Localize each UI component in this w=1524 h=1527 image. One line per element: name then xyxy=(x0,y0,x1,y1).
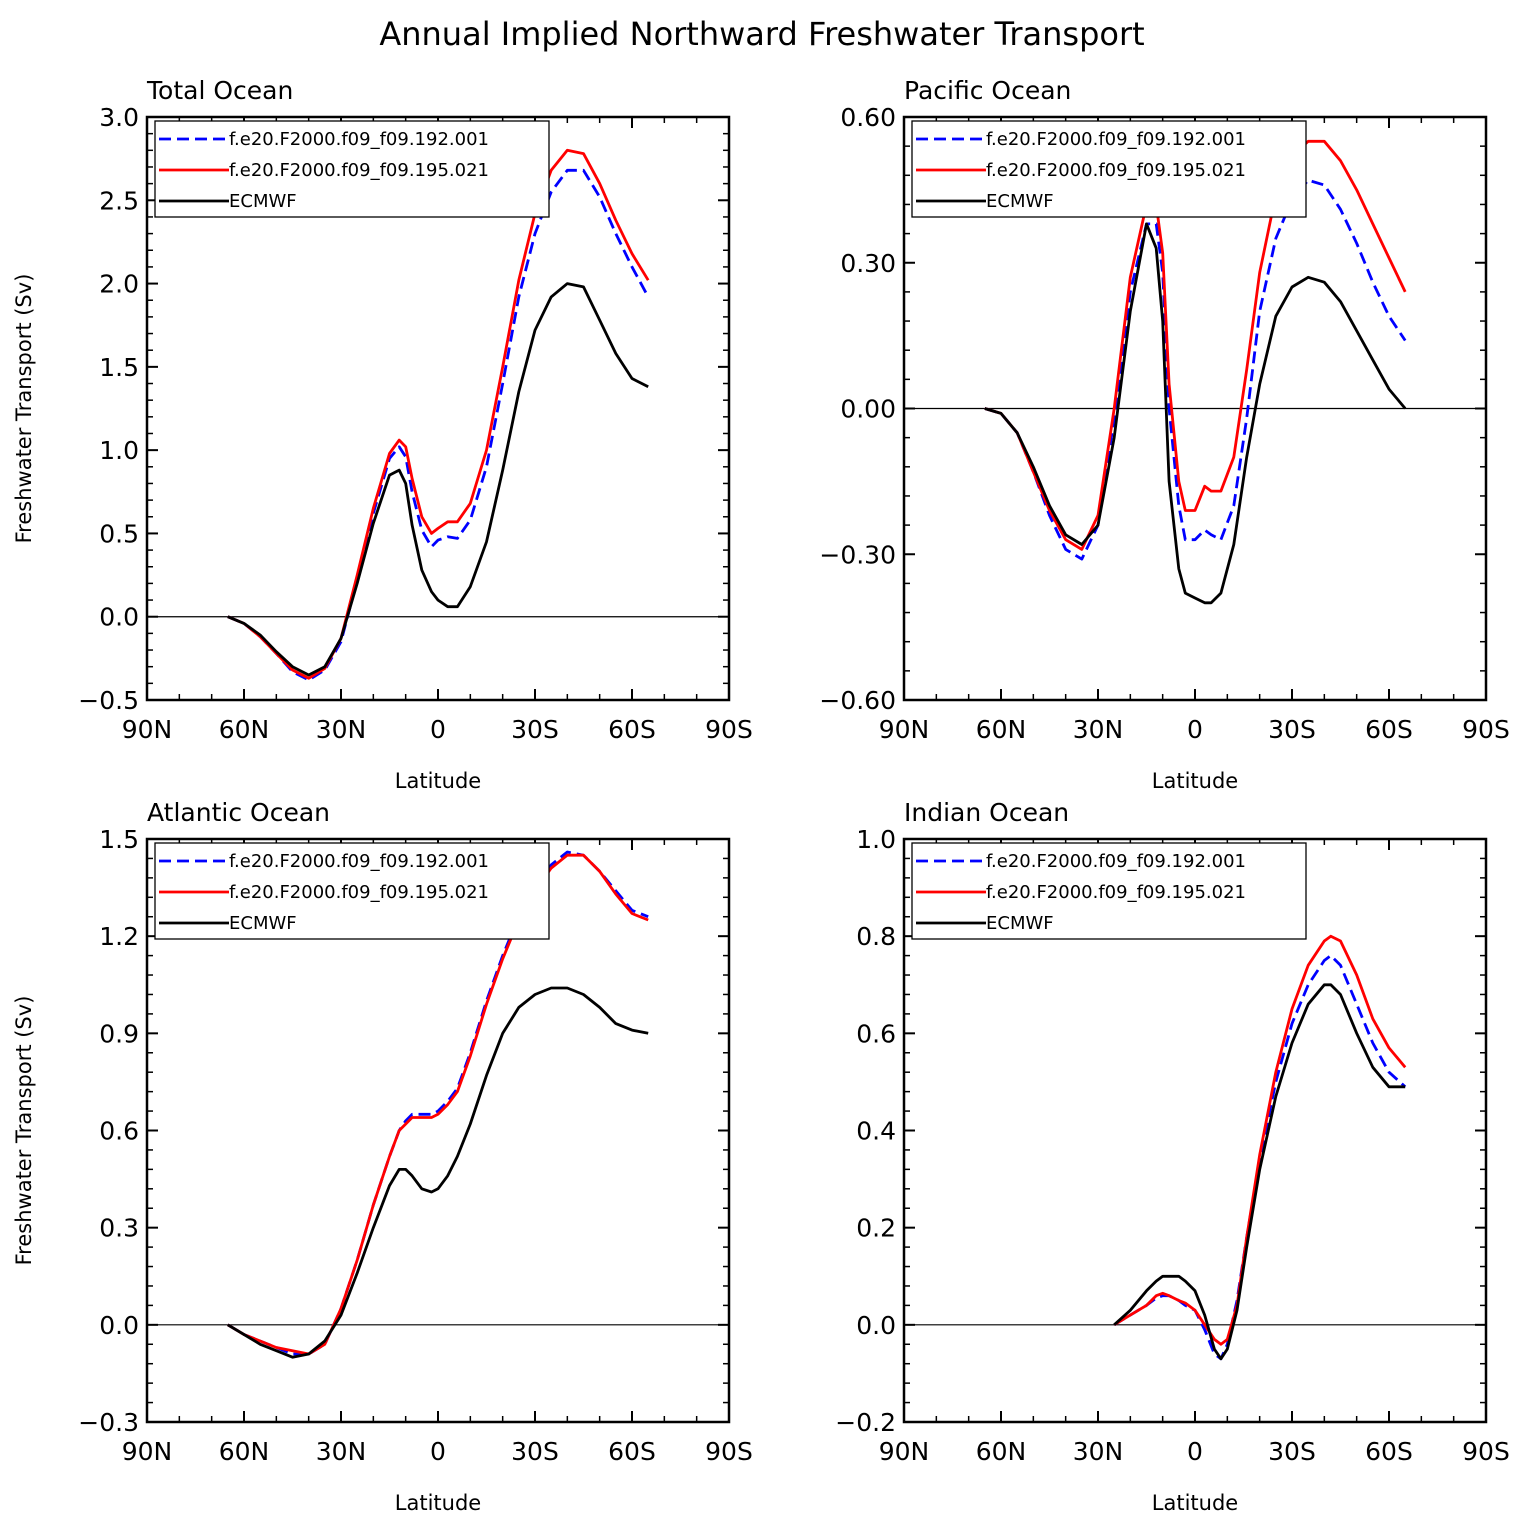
legend-label: ECMWF xyxy=(986,913,1054,934)
x-tick-label: 60S xyxy=(1365,715,1413,744)
x-tick-label: 90N xyxy=(122,1437,173,1466)
y-tick-label: 0.5 xyxy=(99,519,139,548)
x-tick-label: 90N xyxy=(879,1437,930,1466)
series-line-3 xyxy=(227,282,649,677)
y-tick-label: 0.4 xyxy=(856,1117,896,1146)
y-tick-label: 0.60 xyxy=(840,103,896,132)
plot-frame xyxy=(145,837,731,1424)
legend-label: f.e20.F2000.f09_f09.192.001 xyxy=(229,851,489,872)
x-tick-label: 30N xyxy=(1073,1437,1124,1466)
y-tick-label: 0.8 xyxy=(856,922,896,951)
y-tick-label: 0.0 xyxy=(99,603,139,632)
x-tick-label: 60N xyxy=(976,715,1027,744)
y-tick-label: 1.5 xyxy=(99,353,139,382)
panel-title: Atlantic Ocean xyxy=(147,798,330,827)
panel-title: Indian Ocean xyxy=(904,798,1069,827)
y-tick-label: 2.0 xyxy=(99,270,139,299)
chart-panel-4: −0.2 0.0 0.2 0.4 0.6 0.8 1.0 90N 60N 30N 0 30S 60S 90… xyxy=(835,798,1510,1515)
x-tick-label: 30S xyxy=(511,1437,559,1466)
x-tick-label: 60S xyxy=(1365,1437,1413,1466)
x-tick-label: 30S xyxy=(1268,715,1316,744)
legend-label: ECMWF xyxy=(229,913,297,934)
y-tick-label: −0.60 xyxy=(819,686,896,715)
x-tick-label: 90N xyxy=(122,715,173,744)
legend-label: ECMWF xyxy=(986,191,1054,212)
series-line-2 xyxy=(1113,934,1407,1346)
series-line-2 xyxy=(984,139,1407,551)
figure-title: Annual Implied Northward Freshwater Tran… xyxy=(379,15,1144,53)
x-tick-label: 30S xyxy=(1268,1437,1316,1466)
x-tick-label: 30S xyxy=(511,715,559,744)
x-tick-label: 30N xyxy=(316,715,367,744)
legend-label: f.e20.F2000.f09_f09.192.001 xyxy=(986,129,1246,150)
x-tick-label: 60N xyxy=(219,715,270,744)
y-tick-label: 0.2 xyxy=(856,1214,896,1243)
legend-label: ECMWF xyxy=(229,191,297,212)
series-line-1 xyxy=(227,850,649,1356)
x-tick-label: 0 xyxy=(1187,1437,1203,1466)
x-tick-label: 90S xyxy=(1462,715,1510,744)
x-tick-label: 90S xyxy=(705,1437,753,1466)
y-tick-label: −0.5 xyxy=(78,686,139,715)
series-line-1 xyxy=(984,178,1407,561)
x-tick-label: 30N xyxy=(1073,715,1124,744)
y-tick-label: 0.30 xyxy=(840,249,896,278)
x-tick-label: 60N xyxy=(976,1437,1027,1466)
y-tick-label: 1.5 xyxy=(99,825,139,854)
x-tick-label: 0 xyxy=(1187,715,1203,744)
x-tick-label: 90N xyxy=(879,715,930,744)
series-line-3 xyxy=(984,222,1407,605)
x-axis-title: Latitude xyxy=(1152,769,1238,793)
y-tick-label: 0.6 xyxy=(856,1019,896,1048)
series-line-3 xyxy=(1113,983,1406,1361)
y-tick-label: 0.0 xyxy=(856,1311,896,1340)
y-tick-label: −0.3 xyxy=(78,1408,139,1437)
legend-label: f.e20.F2000.f09_f09.195.021 xyxy=(229,160,489,181)
legend-label: f.e20.F2000.f09_f09.195.021 xyxy=(986,882,1246,903)
legend-label: f.e20.F2000.f09_f09.195.021 xyxy=(229,882,489,903)
y-tick-label: 1.0 xyxy=(856,825,896,854)
y-tick-label: 0.0 xyxy=(99,1311,139,1340)
plot-frame xyxy=(902,115,1488,702)
y-tick-label: 0.9 xyxy=(99,1019,139,1048)
chart-panel-3: −0.3 0.0 0.3 0.6 0.9 1.2 1.5 90N 60N 30N 0 30S 60S 90… xyxy=(12,798,753,1515)
x-axis-title: Latitude xyxy=(395,769,481,793)
chart-panel-2: −0.60 −0.30 0.00 0.30 0.60 90N 60N 30N 0 30S 60S 90… xyxy=(819,76,1509,793)
y-tick-label: 0.3 xyxy=(99,1214,139,1243)
plot-frame xyxy=(902,837,1488,1424)
series-line-1 xyxy=(227,168,650,682)
x-axis-title: Latitude xyxy=(1152,1491,1238,1515)
x-axis-title: Latitude xyxy=(395,1491,481,1515)
x-tick-label: 60S xyxy=(608,715,656,744)
y-axis-title: Freshwater Transport (Sv) xyxy=(12,274,36,544)
x-tick-label: 60S xyxy=(608,1437,656,1466)
panel-title: Total Ocean xyxy=(146,76,293,105)
plot-frame xyxy=(145,115,731,702)
y-tick-label: 2.5 xyxy=(99,186,139,215)
chart-panel-1: −0.5 0.0 0.5 1.0 1.5 2.0 2.5 3.0 90N 60N 30N 0 30S 60… xyxy=(12,76,753,793)
x-tick-label: 30N xyxy=(316,1437,367,1466)
y-tick-label: 0.6 xyxy=(99,1117,139,1146)
y-tick-label: 3.0 xyxy=(99,103,139,132)
y-tick-label: 0.00 xyxy=(840,395,896,424)
series-line-3 xyxy=(227,986,649,1359)
x-tick-label: 90S xyxy=(705,715,753,744)
y-tick-label: 1.0 xyxy=(99,436,139,465)
y-tick-label: −0.30 xyxy=(819,540,896,569)
x-tick-label: 60N xyxy=(219,1437,270,1466)
series-line-2 xyxy=(227,148,650,680)
x-tick-label: 0 xyxy=(430,715,446,744)
legend-label: f.e20.F2000.f09_f09.192.001 xyxy=(986,851,1246,872)
panel-title: Pacific Ocean xyxy=(904,76,1071,105)
y-tick-label: −0.2 xyxy=(835,1408,896,1437)
x-tick-label: 0 xyxy=(430,1437,446,1466)
y-axis-title: Freshwater Transport (Sv) xyxy=(12,996,36,1266)
y-tick-label: 1.2 xyxy=(99,922,139,951)
x-tick-label: 90S xyxy=(1462,1437,1510,1466)
legend-label: f.e20.F2000.f09_f09.195.021 xyxy=(986,160,1246,181)
legend-label: f.e20.F2000.f09_f09.192.001 xyxy=(229,129,489,150)
